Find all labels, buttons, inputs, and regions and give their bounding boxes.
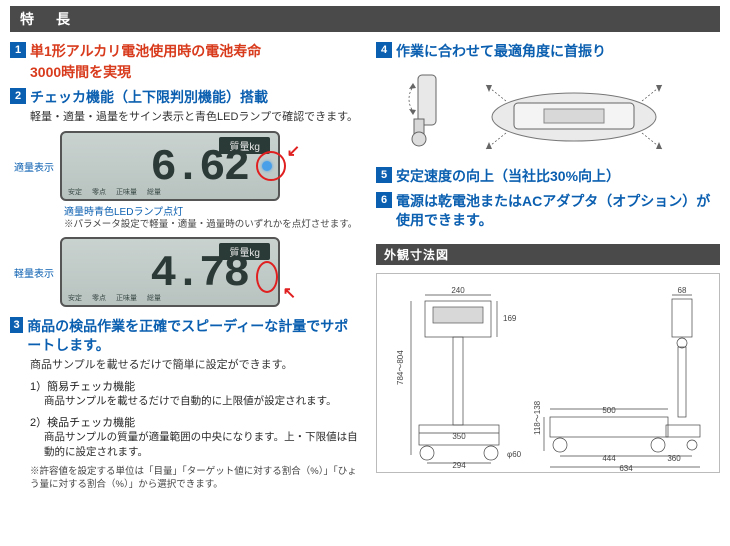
lcd-display-under: 質量kg 4.78 安定 零点 正味量 総量 [60,237,280,307]
feature-number: 1 [10,42,26,58]
lcd-row-under: 軽量表示 質量kg 4.78 安定 零点 正味量 総量 ↖ [10,237,360,307]
feature-3-sub1: 1）簡易チェッカ機能 商品サンプルを載せるだけで自動的に上限値が設定されます。 [30,378,360,410]
feature-1-title-line1: 単1形アルカリ電池使用時の電池寿命 [30,42,261,61]
feature-5-title: 安定速度の向上（当社比30%向上） [396,167,620,186]
left-column: 1 単1形アルカリ電池使用時の電池寿命 3000時間を実現 2 チェッカ機能（上… [10,38,360,492]
dim-label: 240 [451,286,465,295]
lcd1-label: 適量表示 [10,159,54,174]
lcd1-caption: 適量時青色LEDランプ点灯 [64,203,360,218]
dim-label: 500 [602,406,616,415]
lcd-footer-item: 零点 [92,293,106,303]
feature-number: 3 [10,317,23,333]
feature-5: 5 安定速度の向上（当社比30%向上） [376,167,720,188]
dimensions-figure: 240 169 784～804 350 294 φ60 [376,273,720,473]
dim-label: 444 [602,454,616,463]
feature-2-body: 軽量・適量・過量をサイン表示と青色LEDランプで確認できます。 [30,109,360,126]
lcd-display-ok: 質量kg 6.62 安定 零点 正味量 総量 [60,131,280,201]
dim-label: 169 [503,314,517,323]
feature-4: 4 作業に合わせて最適角度に首振り [376,42,720,63]
sub1-body: 商品サンプルを載せるだけで自動的に上限値が設定されます。 [44,394,360,410]
feature-3-note: ※許容値を設定する単位は「目量」「ターゲット値に対する割合（%）」「ひょう量に対… [30,465,360,492]
feature-2-title: チェッカ機能（上下限判別機能）搭載 [30,88,268,107]
lcd-footer-item: 安定 [68,187,82,197]
feature-3-body: 商品サンプルを載せるだけで簡単に設定ができます。 [30,357,360,374]
lcd-footer-item: 正味量 [116,293,137,303]
dimensions-section: 外観寸法図 240 169 784～804 [376,244,720,473]
dim-label: 360 [667,454,681,463]
feature-3-sub2: 2）検品チェッカ機能 商品サンプルの質量が適量範囲の中央になります。上・下限値は… [30,414,360,462]
dim-side-view: 68 500 118～138 444 360 [536,285,714,470]
dim-label: 784～804 [396,349,405,384]
feature-1: 1 単1形アルカリ電池使用時の電池寿命 3000時間を実現 [10,42,360,84]
lcd2-value: 4.78 [150,249,248,299]
dim-label: φ60 [507,450,522,459]
feature-3: 3 商品の検品作業を正確でスピーディーな計量でサポートします。 [10,317,360,357]
tilt-top-icon [474,67,674,157]
lcd-footer-item: 総量 [147,293,161,303]
feature-number: 6 [376,192,392,208]
arrow-icon: ↙ [287,141,300,161]
feature-2: 2 チェッカ機能（上下限判別機能）搭載 [10,88,360,109]
lcd1-value: 6.62 [150,143,248,193]
two-column-layout: 1 単1形アルカリ電池使用時の電池寿命 3000時間を実現 2 チェッカ機能（上… [10,38,720,492]
lcd-footer-item: 総量 [147,187,161,197]
section-header: 特 長 [10,6,720,32]
lcd-footer-item: 零点 [92,187,106,197]
feature-number: 4 [376,42,392,58]
sub1-head: 1）簡易チェッカ機能 [30,378,360,394]
right-column: 4 作業に合わせて最適角度に首振り [376,38,720,492]
sub2-body: 商品サンプルの質量が適量範囲の中央になります。上・下限値は自動的に設定されます。 [44,430,360,462]
lcd-footer-item: 安定 [68,293,82,303]
feature-number: 5 [376,167,392,183]
feature-3-title: 商品の検品作業を正確でスピーディーな計量でサポートします。 [27,317,360,355]
lcd1-note: ※パラメータ設定で軽量・適量・過量時のいずれかを点灯させます。 [64,218,360,231]
highlight-circle-icon [256,151,286,181]
feature-6-title-b: 使用できます。 [396,212,493,228]
dim-label: 294 [452,461,466,470]
lcd2-label: 軽量表示 [10,265,54,280]
feature-4-title: 作業に合わせて最適角度に首振り [396,42,606,61]
feature-1-title-line2: 3000時間を実現 [30,63,261,82]
dimensions-header: 外観寸法図 [376,244,720,265]
dim-label: 350 [452,432,466,441]
tilt-side-icon [396,67,456,157]
sub2-head: 2）検品チェッカ機能 [30,414,360,430]
feature-6-title-a: 電源は乾電池またはACアダプタ（オプション）が [396,193,710,209]
dim-label: 68 [677,286,686,295]
arrow-icon: ↖ [283,283,296,303]
lcd-footer-labels: 安定 零点 正味量 総量 [68,293,161,303]
tilt-diagram [396,67,720,157]
dim-label: 118～138 [533,400,542,435]
dim-label: 634 [619,464,633,473]
dim-front-view: 240 169 784～804 350 294 φ60 [383,285,529,470]
feature-number: 2 [10,88,26,104]
lcd-footer-item: 正味量 [116,187,137,197]
feature-6: 6 電源は乾電池またはACアダプタ（オプション）が 使用できます。 [376,192,720,230]
lcd-footer-labels: 安定 零点 正味量 総量 [68,187,161,197]
lcd-row-ok: 適量表示 質量kg 6.62 安定 零点 正味量 総量 ↙ [10,131,360,201]
